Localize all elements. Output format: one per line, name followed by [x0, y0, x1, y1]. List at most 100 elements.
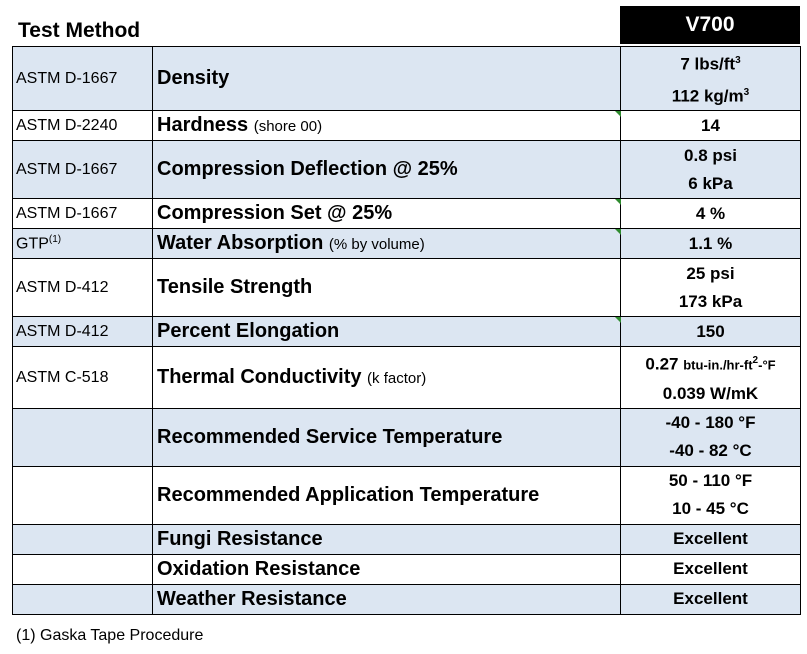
property-note: (k factor) [367, 370, 427, 388]
method-cell [12, 465, 153, 525]
value-cell: 7 lbs/ft3 112 kg/m3 [620, 45, 801, 112]
property-label: Compression Deflection @ 25% [157, 158, 458, 181]
method-cell [12, 553, 153, 585]
table-row: ASTM D-1667 Density 7 lbs/ft3 112 kg/m3 [12, 45, 801, 112]
property-cell: Weather Resistance [152, 583, 621, 615]
table-header: Test Method V700 [12, 0, 800, 46]
method-cell: ASTM D-1667 [12, 140, 153, 200]
comment-marker-icon [615, 199, 621, 206]
value-text: 1.1 % [688, 233, 733, 253]
value-line-1: 7 lbs/ft3 [621, 47, 800, 79]
value-line-2: 0.039 W/mK [662, 383, 759, 403]
comment-marker-icon [615, 317, 621, 324]
method-cell [12, 583, 153, 615]
value-cell: 14 [620, 110, 801, 142]
method-cell: ASTM D-1667 [12, 45, 153, 112]
value-superscript: 3 [735, 55, 741, 66]
property-label: Water Absorption [157, 232, 324, 255]
property-label: Thermal Conductivity [157, 366, 362, 389]
comment-marker-icon [615, 111, 621, 118]
value-text: 14 [701, 115, 720, 135]
method-cell: ASTM D-2240 [12, 110, 153, 142]
property-cell: Thermal Conductivity (k factor) [152, 346, 621, 409]
value-text: Excellent [673, 529, 748, 549]
value-cell: 4 % [620, 198, 801, 230]
footnote-ref: (1) [48, 234, 62, 246]
comment-marker-icon [615, 229, 621, 236]
method-cell: ASTM C-518 [12, 346, 153, 409]
property-label: Recommended Service Temperature [157, 425, 503, 448]
value-cell: 50 - 110 °F 10 - 45 °C [620, 465, 801, 525]
value-cell: Excellent [620, 583, 801, 615]
value-line-1: 25 psi [686, 263, 735, 283]
value-cell: Excellent [620, 553, 801, 585]
property-note: (shore 00) [253, 118, 323, 136]
table-row: Oxidation Resistance Excellent [12, 553, 801, 585]
property-label: Hardness [157, 114, 249, 137]
property-cell: Fungi Resistance [152, 523, 621, 555]
table-row: ASTM D-412 Tensile Strength 25 psi 173 k… [12, 258, 801, 318]
value-cell: 25 psi 173 kPa [620, 258, 801, 318]
value-text: 0.27 [645, 354, 679, 374]
property-note: (% by volume) [328, 236, 425, 254]
property-cell: Density [152, 45, 621, 112]
value-line-2: 112 kg/m3 [621, 79, 800, 111]
method-cell [12, 523, 153, 555]
property-label: Recommended Application Temperature [157, 483, 540, 506]
value-superscript: 3 [743, 86, 750, 98]
method-cell [12, 407, 153, 467]
properties-table: ASTM D-1667 Density 7 lbs/ft3 112 kg/m3 … [12, 45, 801, 615]
table-row: Weather Resistance Excellent [12, 583, 801, 615]
property-label: Compression Set @ 25% [157, 202, 393, 225]
value-cell: Excellent [620, 523, 801, 555]
table-row: ASTM D-412 Percent Elongation 150 [12, 316, 801, 348]
value-unit: btu-in./hr-ft [683, 357, 753, 373]
property-label: Tensile Strength [157, 276, 313, 299]
property-cell: Hardness (shore 00) [152, 110, 621, 142]
property-label: Oxidation Resistance [157, 557, 361, 580]
property-cell: Recommended Application Temperature [152, 465, 621, 525]
table-row: ASTM C-518 Thermal Conductivity (k facto… [12, 346, 801, 409]
value-line-1: 50 - 110 °F [668, 471, 753, 491]
property-label: Percent Elongation [157, 320, 340, 343]
table-row: ASTM D-1667 Compression Deflection @ 25%… [12, 140, 801, 200]
value-text: Excellent [673, 589, 748, 609]
value-text: 150 [696, 321, 725, 341]
property-cell: Tensile Strength [152, 258, 621, 318]
value-superscript: 2 [752, 355, 759, 367]
value-cell: 0.8 psi 6 kPa [620, 140, 801, 200]
table-row: ASTM D-2240 Hardness (shore 00) 14 [12, 110, 801, 142]
spec-sheet: Test Method V700 ASTM D-1667 Density 7 l… [12, 0, 801, 615]
table-row: Fungi Resistance Excellent [12, 523, 801, 555]
value-text: 112 kg/m [671, 86, 744, 106]
table-row: GTP(1) Water Absorption (% by volume) 1.… [12, 228, 801, 260]
property-cell: Compression Set @ 25% [152, 198, 621, 230]
value-line-1: -40 - 180 °F [665, 413, 756, 433]
property-cell: Compression Deflection @ 25% [152, 140, 621, 200]
table-row: Recommended Application Temperature 50 -… [12, 465, 801, 525]
property-label: Density [157, 67, 230, 90]
value-cell: -40 - 180 °F -40 - 82 °C [620, 407, 801, 467]
test-method-heading: Test Method [18, 19, 141, 42]
value-cell: 0.27 btu-in./hr-ft2-°F 0.039 W/mK [620, 346, 801, 409]
value-line-1: 0.27 btu-in./hr-ft2-°F [621, 347, 800, 380]
value-line-2: 6 kPa [688, 173, 733, 193]
table-row: Recommended Service Temperature -40 - 18… [12, 407, 801, 467]
product-name-header: V700 [620, 6, 800, 44]
value-line-1: 0.8 psi [684, 145, 737, 165]
value-unit: -°F [758, 357, 776, 373]
footnote: (1) Gaska Tape Procedure [16, 627, 204, 644]
method-cell: ASTM D-1667 [12, 198, 153, 230]
value-text: Excellent [673, 559, 748, 579]
value-cell: 150 [620, 316, 801, 348]
value-text: 7 lbs/ft [680, 54, 736, 74]
method-text: GTP [16, 235, 49, 253]
value-line-2: 173 kPa [678, 291, 743, 311]
value-line-2: -40 - 82 °C [669, 441, 752, 461]
property-cell: Water Absorption (% by volume) [152, 228, 621, 260]
value-line-2: 10 - 45 °C [672, 499, 749, 519]
value-cell: 1.1 % [620, 228, 801, 260]
property-cell: Recommended Service Temperature [152, 407, 621, 467]
property-label: Fungi Resistance [157, 527, 323, 550]
table-row: ASTM D-1667 Compression Set @ 25% 4 % [12, 198, 801, 230]
